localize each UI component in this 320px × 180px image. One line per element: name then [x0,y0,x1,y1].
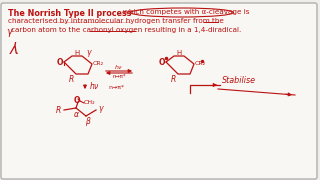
Text: γ: γ [8,40,17,55]
Text: R: R [56,105,61,114]
Text: which competes with α-cleavage is: which competes with α-cleavage is [123,9,250,15]
Text: carbon atom to the carbonyl oxygen resulting in a 1,4-diradical.: carbon atom to the carbonyl oxygen resul… [11,27,241,33]
Text: hν: hν [115,64,123,69]
Text: β: β [85,116,90,125]
Text: γ: γ [86,48,91,57]
Text: CR₂: CR₂ [195,60,206,66]
Text: CR₂: CR₂ [93,60,104,66]
Text: R: R [171,75,176,84]
FancyBboxPatch shape [1,3,317,179]
Text: CH₂: CH₂ [84,100,96,105]
Text: The Norrish Type II process: The Norrish Type II process [8,9,132,18]
Text: n→π*: n→π* [112,73,126,78]
Text: R: R [69,75,74,84]
Text: characterised by intramolecular hydrogen transfer from the: characterised by intramolecular hydrogen… [8,18,224,24]
Text: O: O [159,57,165,66]
Text: H: H [74,50,79,56]
Text: Stabilise: Stabilise [222,75,256,84]
Text: γ: γ [6,27,12,37]
Text: n→π*: n→π* [108,84,124,89]
Text: O: O [57,57,63,66]
Text: H: H [176,50,181,56]
Text: γ: γ [98,103,102,112]
Text: hν: hν [90,82,99,91]
Text: O: O [74,96,81,105]
Text: α: α [74,109,79,118]
